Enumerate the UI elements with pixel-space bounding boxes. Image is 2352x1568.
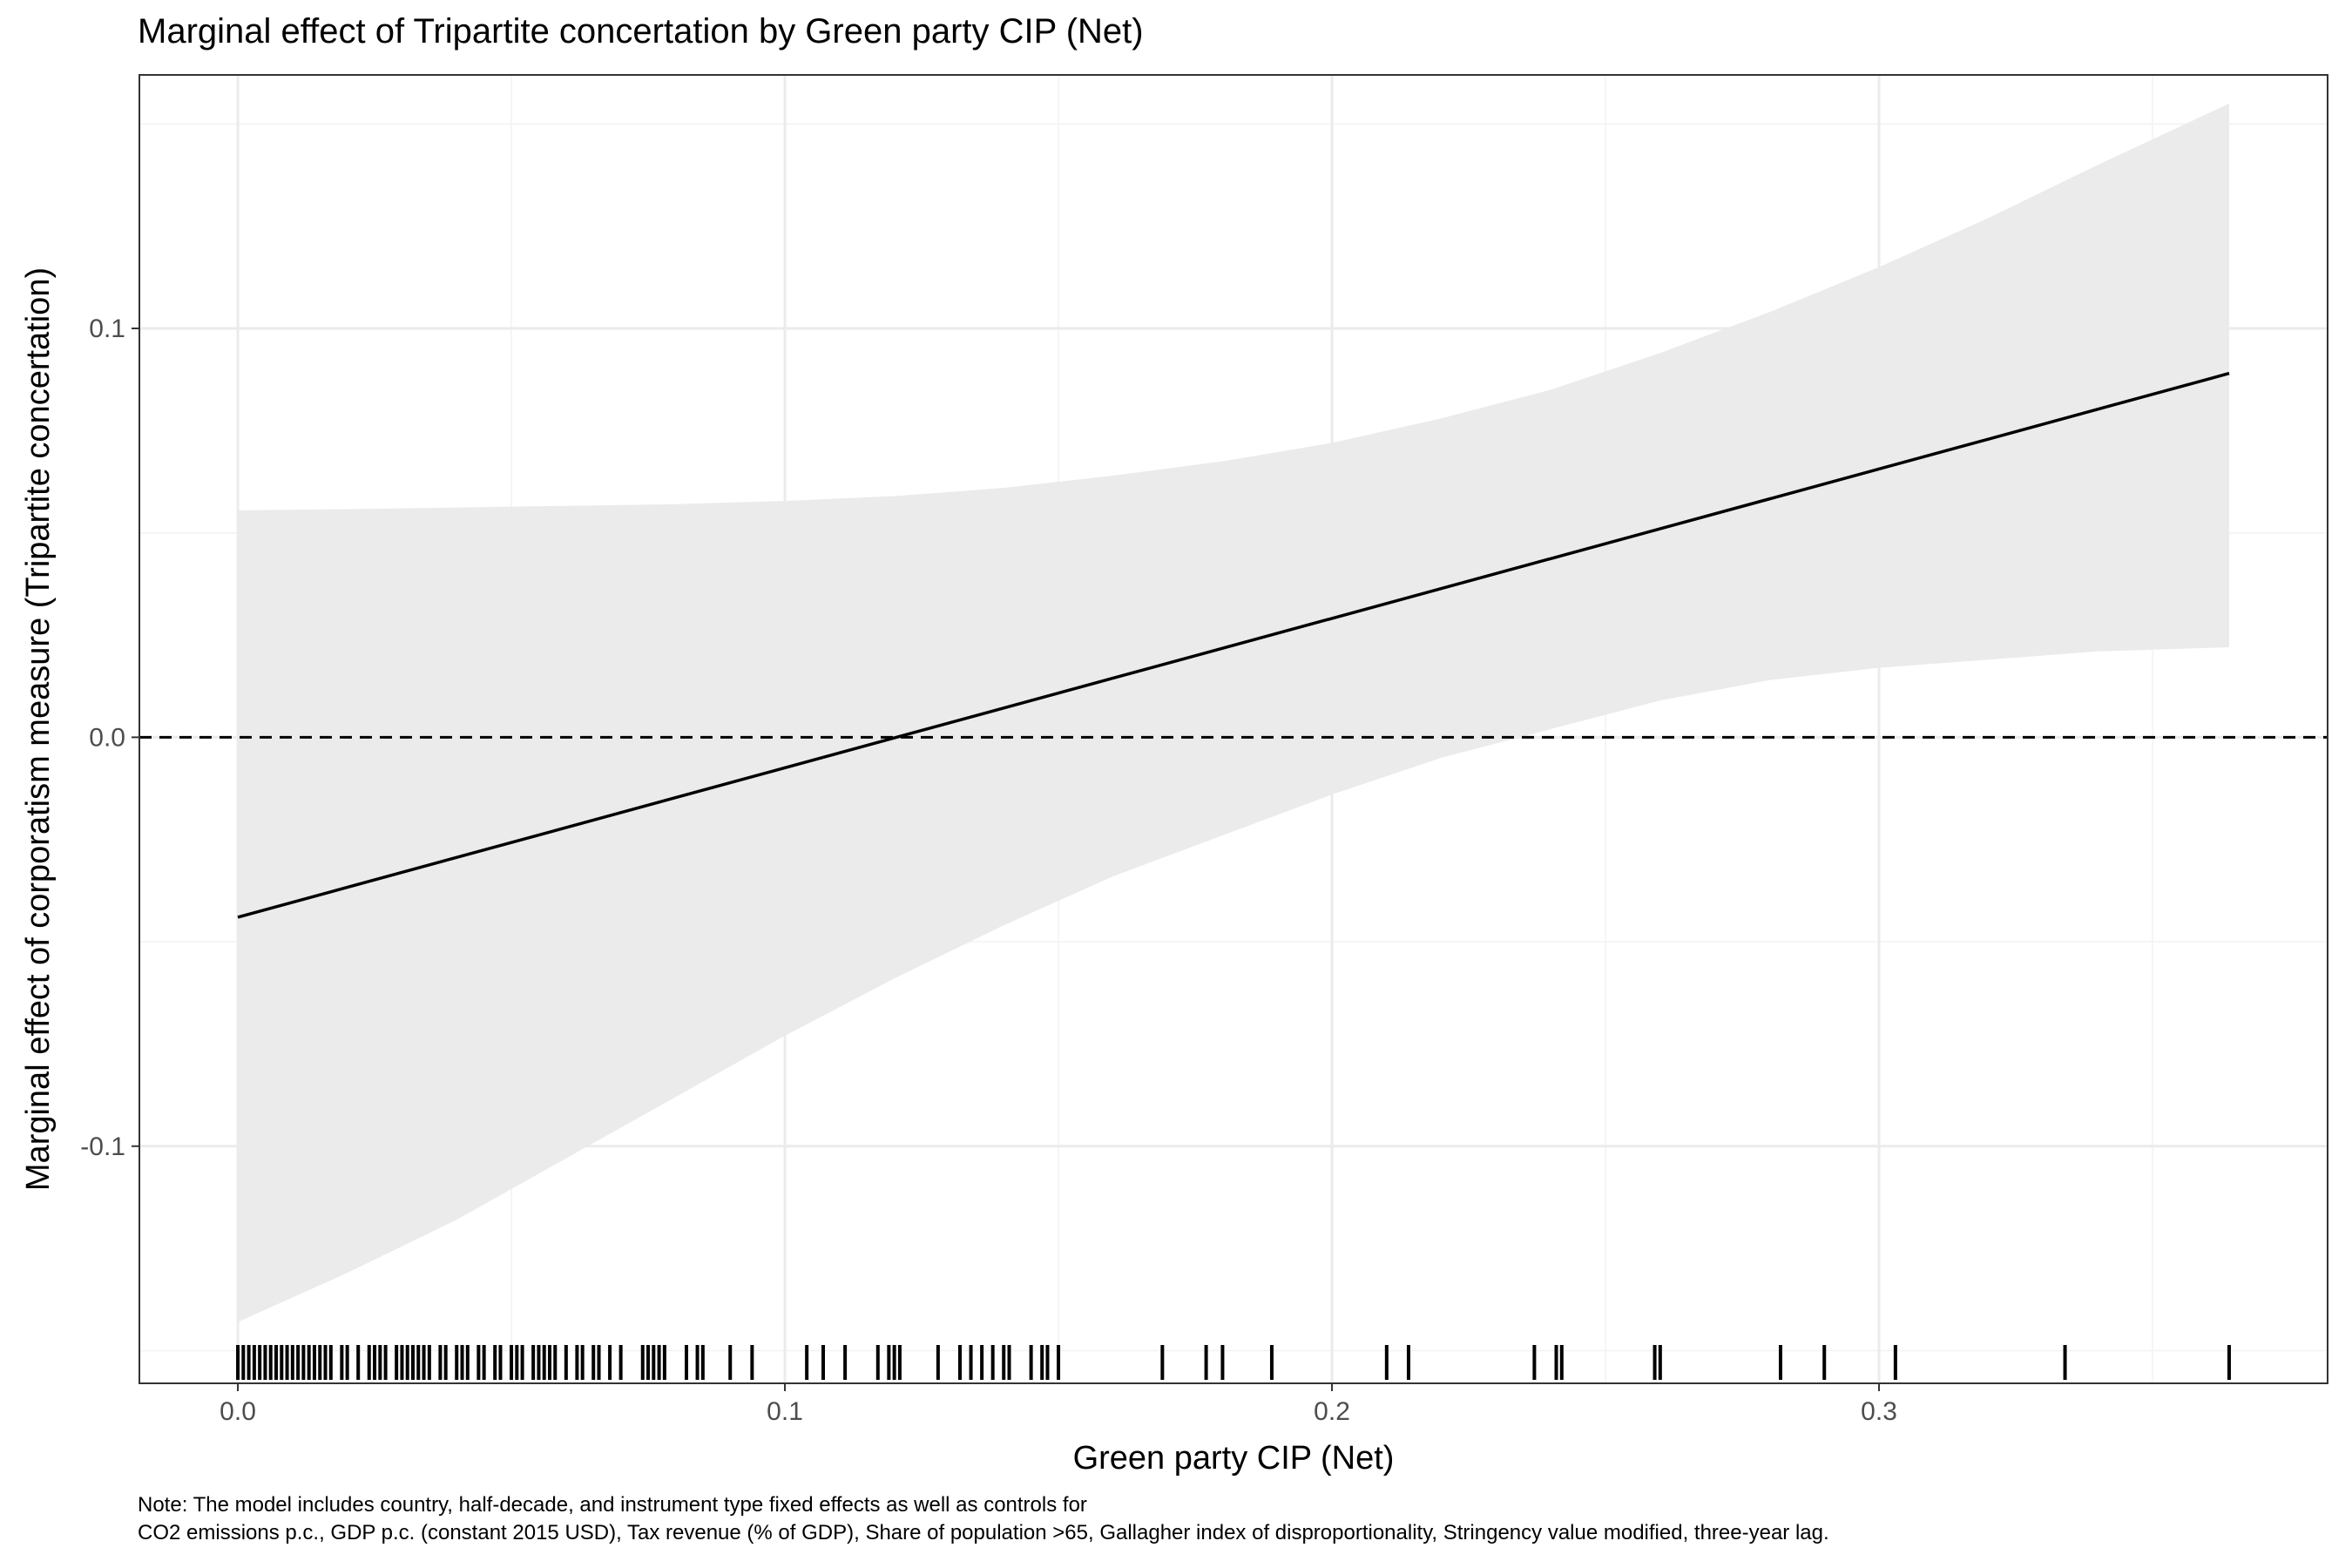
marginal-effect-line — [237, 371, 2230, 919]
y-axis-ticks: -0.1 0.0 0.1 — [80, 314, 139, 1161]
y-axis-title: Marginal effect of corporatism measure (… — [20, 267, 57, 1191]
note-line-2: CO2 emissions p.c., GDP p.c. (constant 2… — [138, 1521, 1829, 1544]
x-tick-label: 0.0 — [220, 1397, 256, 1426]
x-tick-label: 0.3 — [1861, 1397, 1897, 1426]
y-tick-label: 0.0 — [89, 723, 125, 752]
chart-note: Note: The model includes country, half-d… — [138, 1491, 1829, 1547]
y-tick-label: 0.1 — [89, 314, 125, 343]
x-axis-ticks: 0.0 0.1 0.2 0.3 — [220, 1383, 1897, 1426]
marginal-effect-line-layer — [237, 371, 2230, 919]
confidence-ribbon-layer — [238, 103, 2229, 1322]
rug-layer — [236, 1345, 2231, 1380]
note-line-1: Note: The model includes country, half-d… — [138, 1493, 1087, 1517]
chart-title: Marginal effect of Tripartite concertati… — [138, 12, 1144, 51]
x-tick-label: 0.2 — [1314, 1397, 1350, 1426]
confidence-ribbon — [238, 103, 2229, 1322]
x-axis-title: Green party CIP (Net) — [1073, 1440, 1395, 1477]
y-tick-label: -0.1 — [80, 1132, 125, 1161]
x-tick-label: 0.1 — [767, 1397, 803, 1426]
plot-border — [139, 74, 2328, 1384]
